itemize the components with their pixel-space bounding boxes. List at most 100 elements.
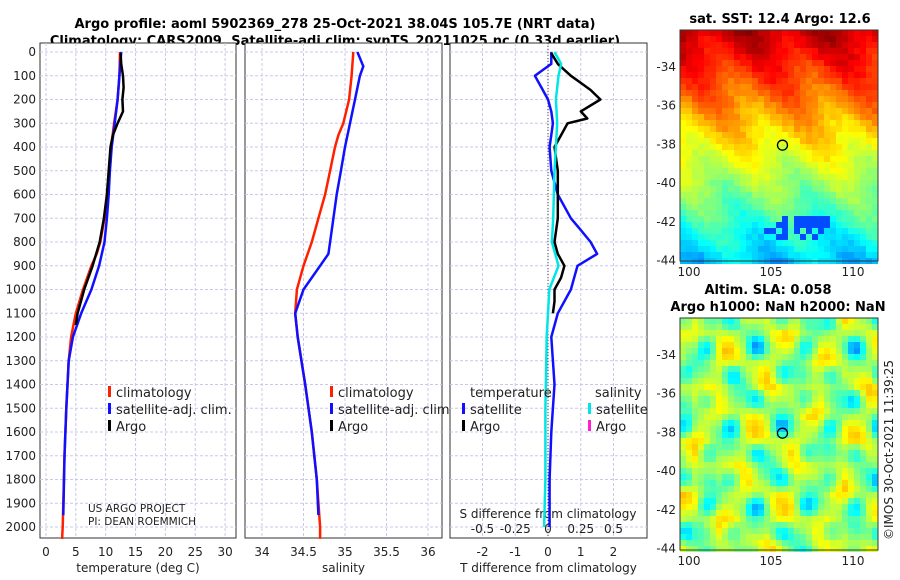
map-cell <box>752 486 758 492</box>
map-cell <box>752 324 758 330</box>
map-cell <box>836 528 842 534</box>
map-cell <box>806 204 812 210</box>
map-cell <box>728 36 734 42</box>
map-cell <box>818 546 824 552</box>
map-cell <box>818 354 824 360</box>
map-cell <box>794 84 800 90</box>
map-cell <box>722 108 728 114</box>
map-cell <box>788 486 794 492</box>
map-cell <box>806 150 812 156</box>
map-cell <box>746 246 752 252</box>
map-cell <box>806 486 812 492</box>
map-cell <box>728 96 734 102</box>
map-cell <box>698 54 704 60</box>
map-cell <box>872 132 878 138</box>
map-cell <box>752 510 758 516</box>
map-cell <box>806 408 812 414</box>
map-cell <box>848 492 854 498</box>
map-cell <box>716 120 722 126</box>
map-cell <box>734 456 740 462</box>
map-cell <box>854 534 860 540</box>
map-cell <box>776 414 782 420</box>
map-cell <box>686 138 692 144</box>
map-cell <box>824 498 830 504</box>
map-cell <box>836 186 842 192</box>
map-cell <box>836 246 842 252</box>
map-cell <box>812 198 818 204</box>
map-cell <box>848 210 854 216</box>
map-cell <box>686 192 692 198</box>
map-cell <box>812 432 818 438</box>
map-cell <box>740 216 746 222</box>
map-cell <box>794 54 800 60</box>
map-cell <box>872 60 878 66</box>
map-cell <box>752 534 758 540</box>
map-cell <box>788 252 794 258</box>
map-cell <box>710 324 716 330</box>
map-cell <box>764 210 770 216</box>
map-cell <box>812 540 818 546</box>
map-cell <box>686 456 692 462</box>
map-cell <box>746 234 752 240</box>
map-cell <box>722 402 728 408</box>
map-cell <box>758 42 764 48</box>
map-cell <box>854 126 860 132</box>
map-cell <box>782 66 788 72</box>
map-cell <box>686 486 692 492</box>
map-cell <box>812 468 818 474</box>
map-cell <box>686 336 692 342</box>
map-cell <box>854 174 860 180</box>
map-cell <box>848 516 854 522</box>
map-cell <box>794 240 800 246</box>
x-tick-label: 35.5 <box>373 545 400 559</box>
map-cell <box>836 204 842 210</box>
map-cell <box>728 84 734 90</box>
map-cell <box>758 186 764 192</box>
map-cell <box>782 528 788 534</box>
map-cell <box>812 342 818 348</box>
map-cell <box>722 30 728 36</box>
map-cell <box>824 408 830 414</box>
map-cell <box>824 390 830 396</box>
map-cell <box>692 474 698 480</box>
map-cell <box>692 402 698 408</box>
map-cell <box>872 192 878 198</box>
map-cell <box>728 462 734 468</box>
map-cell <box>680 138 686 144</box>
map-cell <box>812 174 818 180</box>
map-cell <box>716 330 722 336</box>
map-cell <box>752 168 758 174</box>
map-cell <box>776 162 782 168</box>
map-cell <box>782 102 788 108</box>
map-cell <box>692 228 698 234</box>
map-cell <box>860 486 866 492</box>
map-cell <box>800 84 806 90</box>
map-cell <box>836 60 842 66</box>
map-cell <box>860 78 866 84</box>
map-cell <box>716 36 722 42</box>
map-cell <box>860 48 866 54</box>
map-cell <box>836 366 842 372</box>
map-cell <box>776 324 782 330</box>
map-cell <box>740 396 746 402</box>
map-cell <box>734 156 740 162</box>
map-cell <box>692 456 698 462</box>
map-cell <box>740 228 746 234</box>
map-cell <box>836 78 842 84</box>
map-cell <box>680 498 686 504</box>
map-cell <box>842 192 848 198</box>
map-cell <box>824 228 830 234</box>
map-cell <box>728 450 734 456</box>
map-cell <box>854 420 860 426</box>
map-cell <box>752 336 758 342</box>
map-cell <box>794 90 800 96</box>
map-cell <box>722 102 728 108</box>
map-cell <box>704 366 710 372</box>
map-cell <box>848 36 854 42</box>
map-cell <box>722 510 728 516</box>
map-cell <box>698 180 704 186</box>
map-cell <box>836 510 842 516</box>
map-cell <box>758 180 764 186</box>
sst-map-frame <box>679 29 879 262</box>
map-cell <box>794 96 800 102</box>
